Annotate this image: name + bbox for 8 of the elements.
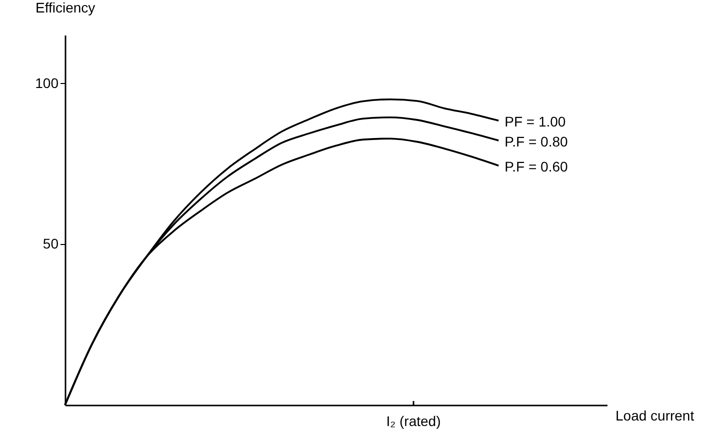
text: I₂ (rated) <box>386 413 441 429</box>
y-tick-label: 100 <box>35 74 59 91</box>
series-label: P.F = 0.60 <box>504 158 568 175</box>
x-axis-title: Load current <box>616 408 694 424</box>
y-axis-title: Efficiency <box>36 0 96 16</box>
y-tick-label: 50 <box>42 236 59 252</box>
series-label: P.F = 0.80 <box>504 134 568 150</box>
series-label: PF = 1.00 <box>504 114 566 130</box>
